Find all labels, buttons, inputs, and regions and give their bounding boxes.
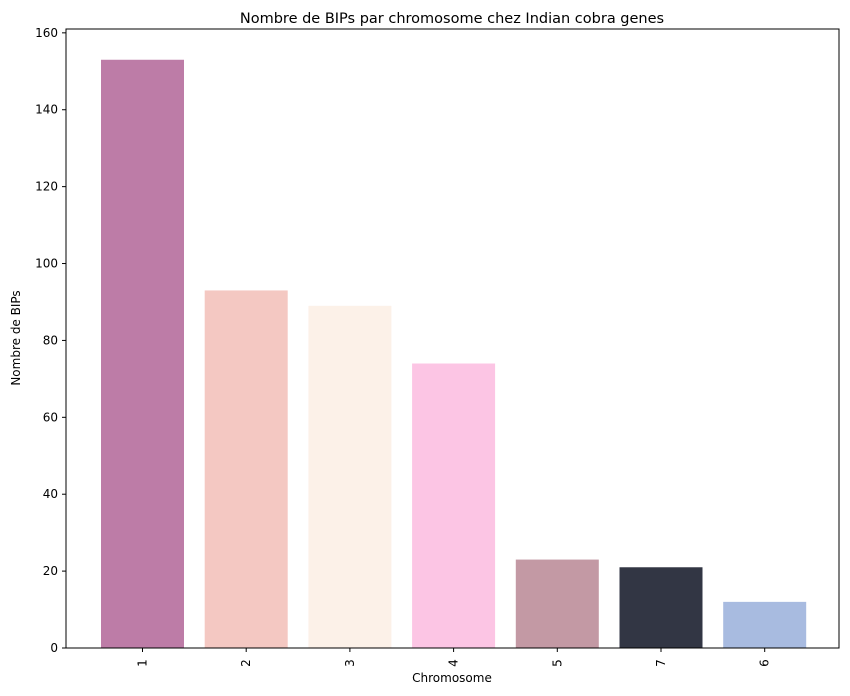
- y-tick-label: 140: [35, 103, 58, 117]
- y-tick-label: 120: [35, 180, 58, 194]
- bar-chromosome-6: [723, 601, 807, 648]
- bar-chromosome-5: [515, 559, 599, 648]
- x-tick-label: 6: [758, 659, 772, 667]
- x-tick-label: 2: [239, 659, 253, 667]
- y-tick-label: 40: [43, 487, 58, 501]
- x-tick-label: 3: [343, 659, 357, 667]
- y-tick-label: 160: [35, 26, 58, 40]
- y-tick-label: 0: [50, 641, 58, 655]
- bar-chromosome-7: [619, 567, 703, 648]
- x-tick-label: 1: [136, 659, 150, 667]
- plot-frame: [65, 28, 840, 649]
- y-axis-ticks: 0 20 40 60 80 100 120 140 160: [35, 26, 66, 655]
- bar-chromosome-4: [412, 363, 496, 648]
- x-axis-label: Chromosome: [412, 671, 492, 685]
- x-tick-label: 7: [654, 659, 668, 667]
- x-tick-label: 4: [447, 659, 461, 667]
- bars-group: [101, 59, 807, 649]
- x-tick-label: 5: [550, 659, 564, 667]
- y-axis-label: Nombre de BIPs: [9, 290, 23, 385]
- y-tick-label: 80: [43, 333, 58, 347]
- x-axis-ticks: 1 2 3 4 5 7 6: [136, 648, 772, 667]
- chart-title: Nombre de BIPs par chromosome chez India…: [240, 11, 664, 27]
- y-tick-label: 60: [43, 410, 58, 424]
- bar-chromosome-1: [101, 59, 184, 649]
- y-tick-label: 100: [35, 257, 58, 271]
- y-tick-label: 20: [43, 564, 58, 578]
- bar-chromosome-3: [308, 305, 392, 648]
- bar-chromosome-2: [204, 290, 288, 648]
